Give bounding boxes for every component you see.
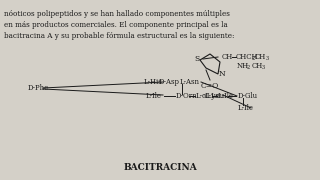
Text: D-Orn: D-Orn [176,92,198,100]
Text: L-Ile: L-Ile [238,104,254,112]
Text: N: N [219,70,225,78]
Text: L-Asn: L-Asn [180,78,200,86]
Text: NH: NH [237,62,249,70]
Text: D-Glu: D-Glu [238,92,258,100]
Text: L-Ile: L-Ile [146,92,162,100]
Text: 3: 3 [266,56,269,61]
Text: L-Ile: L-Ile [218,92,234,100]
Text: CH: CH [222,53,233,61]
Text: C=O: C=O [201,82,219,90]
Text: D-Phe: D-Phe [28,84,49,92]
Text: CH: CH [255,53,266,61]
Text: L-Leu: L-Leu [205,92,225,100]
Text: bacitracina A y su probable fórmula estructural es la siguiente:: bacitracina A y su probable fórmula estr… [4,32,235,40]
Text: en más productos comerciales. El componente principal es la: en más productos comerciales. El compone… [4,21,228,29]
Text: 2: 2 [247,65,250,70]
Text: 3: 3 [262,65,265,70]
Text: S: S [194,55,200,63]
Text: CHCH: CHCH [236,53,259,61]
Text: L-αLys: L-αLys [196,92,220,100]
Text: 2: 2 [252,56,255,61]
Text: D-Asp: D-Asp [159,78,180,86]
Text: nóoticos polipeptidos y se han hallado componentes múltiples: nóoticos polipeptidos y se han hallado c… [4,10,230,18]
Text: BACITRACINA: BACITRACINA [123,163,197,172]
Text: L-His: L-His [143,78,162,86]
Text: CH: CH [252,62,263,70]
